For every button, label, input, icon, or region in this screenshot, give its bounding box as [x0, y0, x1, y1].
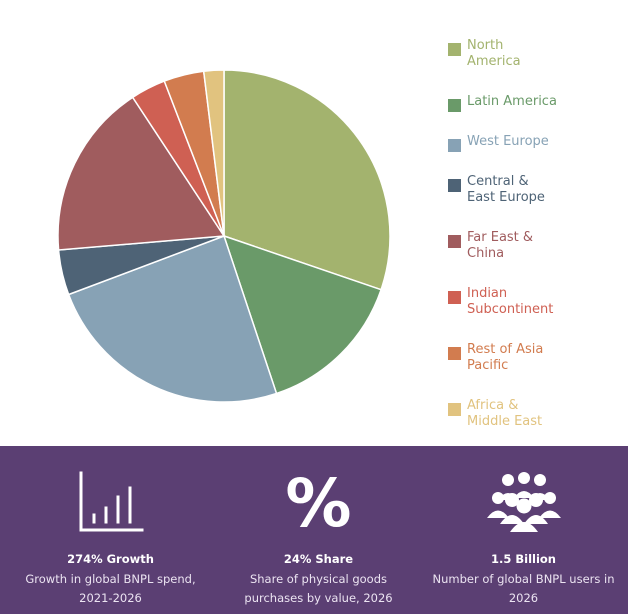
- stat-growth-title: 274% Growth: [67, 552, 154, 566]
- legend-label: Indian Subcontinent: [467, 286, 577, 318]
- legend-item: Africa & Middle East: [448, 398, 577, 430]
- stat-share: % 24% Share Share of physical goods purc…: [214, 446, 423, 614]
- legend-label-line1: Africa &: [467, 398, 519, 413]
- stat-share-title: 24% Share: [283, 552, 354, 566]
- legend-item: North America: [448, 38, 577, 70]
- legend-item: Central & East Europe: [448, 174, 577, 206]
- stat-users-desc: Number of global BNPL users in 2026: [432, 572, 615, 605]
- legend-swatch: [448, 235, 461, 248]
- legend-swatch: [448, 43, 461, 56]
- legend-label-line1: West Europe: [467, 134, 549, 149]
- legend-label: North America: [467, 38, 577, 70]
- legend-item: Rest of Asia Pacific: [448, 342, 577, 374]
- legend-label-line2: Middle East: [467, 414, 543, 429]
- legend-item: West Europe: [448, 134, 577, 152]
- legend-swatch: [448, 403, 461, 416]
- legend-label-line1: Latin America: [467, 94, 557, 109]
- stat-users-title: 1.5 Billion: [491, 552, 556, 566]
- legend-label: Far East & China: [467, 230, 577, 262]
- percent-glyph: %: [285, 465, 352, 542]
- pie-slice-africa-middle-east: [202, 69, 225, 237]
- stat-users: 1.5 Billion Number of global BNPL users …: [419, 446, 628, 614]
- percent-icon: %: [214, 470, 423, 538]
- stat-growth-desc: Growth in global BNPL spend, 2021-2026: [25, 572, 196, 605]
- people-group-icon: [419, 470, 628, 538]
- pie-slice-latin-america: [222, 234, 383, 395]
- pie-chart: [57, 69, 391, 403]
- legend-swatch: [448, 139, 461, 152]
- legend-item: Latin America: [448, 94, 577, 112]
- legend-label: Africa & Middle East: [467, 398, 577, 430]
- legend-label: Central & East Europe: [467, 174, 577, 206]
- legend-label-line2: East Europe: [467, 190, 545, 205]
- bar-chart-icon: [6, 470, 215, 538]
- legend-swatch: [448, 179, 461, 192]
- legend-swatch: [448, 291, 461, 304]
- legend-label-line2: China: [467, 246, 505, 261]
- pie-slice-far-east-china: [57, 96, 226, 251]
- stat-share-desc: Share of physical goods purchases by val…: [244, 572, 393, 605]
- legend-label-line1: Far East &: [467, 230, 534, 245]
- legend-item: Indian Subcontinent: [448, 286, 577, 318]
- legend-label: West Europe: [467, 134, 577, 150]
- legend-label-line1: North: [467, 38, 504, 53]
- legend-label-line2: Pacific: [467, 358, 509, 373]
- legend-label-line2: Subcontinent: [467, 302, 554, 317]
- legend-label-line1: Indian: [467, 286, 508, 301]
- stats-banner: 274% Growth Growth in global BNPL spend,…: [0, 446, 628, 614]
- pie-slice-north-america: [223, 69, 391, 291]
- legend-item: Far East & China: [448, 230, 577, 262]
- pie-chart-area: North America Latin America West Europe Cent…: [57, 38, 577, 430]
- stat-growth: 274% Growth Growth in global BNPL spend,…: [6, 446, 215, 614]
- legend-label-line1: Central &: [467, 174, 529, 189]
- legend-swatch: [448, 99, 461, 112]
- pie-slice-west-europe: [67, 235, 278, 403]
- legend-label-line1: Rest of Asia: [467, 342, 544, 357]
- legend-label-line2: America: [467, 54, 521, 69]
- legend-label: Latin America: [467, 94, 577, 110]
- legend-label: Rest of Asia Pacific: [467, 342, 577, 374]
- legend-swatch: [448, 347, 461, 360]
